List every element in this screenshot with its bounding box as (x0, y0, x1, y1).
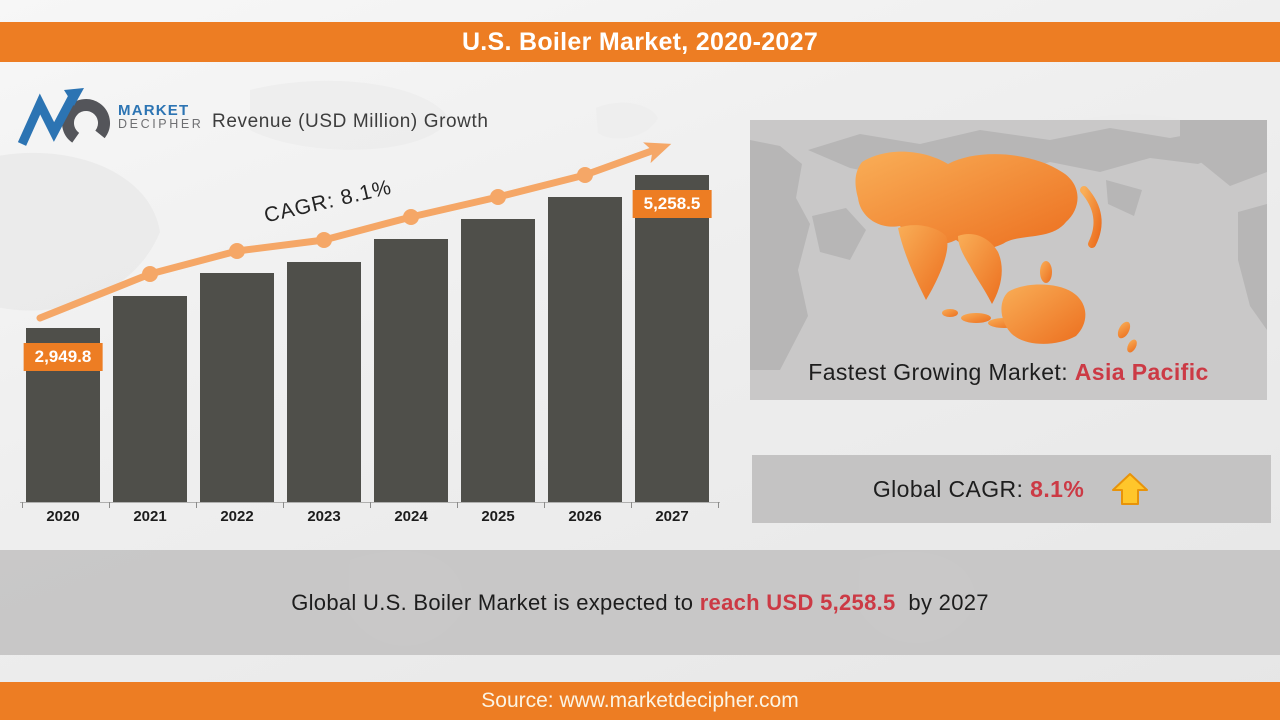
trend-marker (316, 232, 332, 248)
asia-pacific-map (750, 120, 1267, 370)
fastest-growing-label: Fastest Growing Market: (808, 359, 1075, 385)
x-axis-label: 2023 (307, 508, 341, 525)
market-decipher-logo-icon (17, 88, 110, 147)
axis-tick (22, 502, 23, 508)
brand-wordmark: MARKET DECIPHER (118, 101, 204, 132)
x-axis-label: 2026 (568, 508, 602, 525)
revenue-bar-chart: CAGR: 8.1% 2020 2021 2022 2023 2024 2025 2026 2… (20, 140, 720, 540)
trend-marker (577, 167, 593, 183)
global-cagr-card: Global CAGR: 8.1% (752, 455, 1271, 523)
page-title: U.S. Boiler Market, 2020-2027 (461, 27, 819, 56)
up-arrow-icon (1112, 473, 1149, 505)
chart-subtitle: Revenue (USD Million) Growth (212, 111, 489, 132)
x-axis-label: 2022 (220, 508, 254, 525)
summary-band: Global U.S. Boiler Market is expected to… (0, 550, 1280, 655)
axis-tick (544, 502, 545, 508)
trend-marker (229, 243, 245, 259)
map-asia-pacific-highlight (855, 151, 1137, 353)
global-cagr-label: Global CAGR: (872, 475, 1031, 502)
x-axis-label: 2020 (46, 508, 80, 525)
x-axis-label: 2025 (481, 508, 515, 525)
brand-logo: MARKET DECIPHER (16, 86, 231, 148)
bar-2026 (548, 197, 622, 502)
bar-2022 (200, 273, 274, 502)
brand-name-bottom: DECIPHER (118, 117, 204, 132)
axis-tick (196, 502, 197, 508)
fastest-growing-market-caption: Fastest Growing Market: Asia Pacific (750, 359, 1267, 386)
bar-2021 (113, 296, 187, 502)
source-text: Source: www.marketdecipher.com (481, 689, 799, 712)
trend-arrowhead (643, 142, 672, 164)
x-axis-label: 2024 (394, 508, 428, 525)
cagr-annotation: CAGR: 8.1% (261, 175, 395, 228)
axis-tick (718, 502, 719, 508)
data-label-2020: 2,949.8 (23, 343, 103, 371)
bar-2024 (374, 239, 448, 502)
x-axis-label: 2021 (133, 508, 167, 525)
global-cagr-value: 8.1% (1030, 475, 1085, 502)
summary-highlight: reach USD 5,258.5 (699, 589, 896, 615)
brand-name-top: MARKET (118, 101, 190, 119)
bar-2025 (461, 219, 535, 502)
data-label-2027: 5,258.5 (632, 190, 712, 218)
fastest-growing-value: Asia Pacific (1074, 359, 1209, 385)
summary-prefix: Global U.S. Boiler Market is expected to (291, 589, 700, 615)
axis-tick (109, 502, 110, 508)
summary-suffix: by 2027 (895, 589, 989, 615)
trend-marker (403, 209, 419, 225)
source-bar: Source: www.marketdecipher.com (0, 682, 1280, 720)
axis-tick (631, 502, 632, 508)
title-bar: U.S. Boiler Market, 2020-2027 (0, 22, 1280, 62)
asia-pacific-map-card: Fastest Growing Market: Asia Pacific (750, 120, 1267, 400)
axis-tick (370, 502, 371, 508)
axis-tick (283, 502, 284, 508)
trend-marker (142, 266, 158, 282)
trend-marker (490, 189, 506, 205)
axis-tick (457, 502, 458, 508)
bar-2027 (635, 175, 709, 502)
bar-2023 (287, 262, 361, 502)
x-axis-label: 2027 (655, 508, 689, 525)
